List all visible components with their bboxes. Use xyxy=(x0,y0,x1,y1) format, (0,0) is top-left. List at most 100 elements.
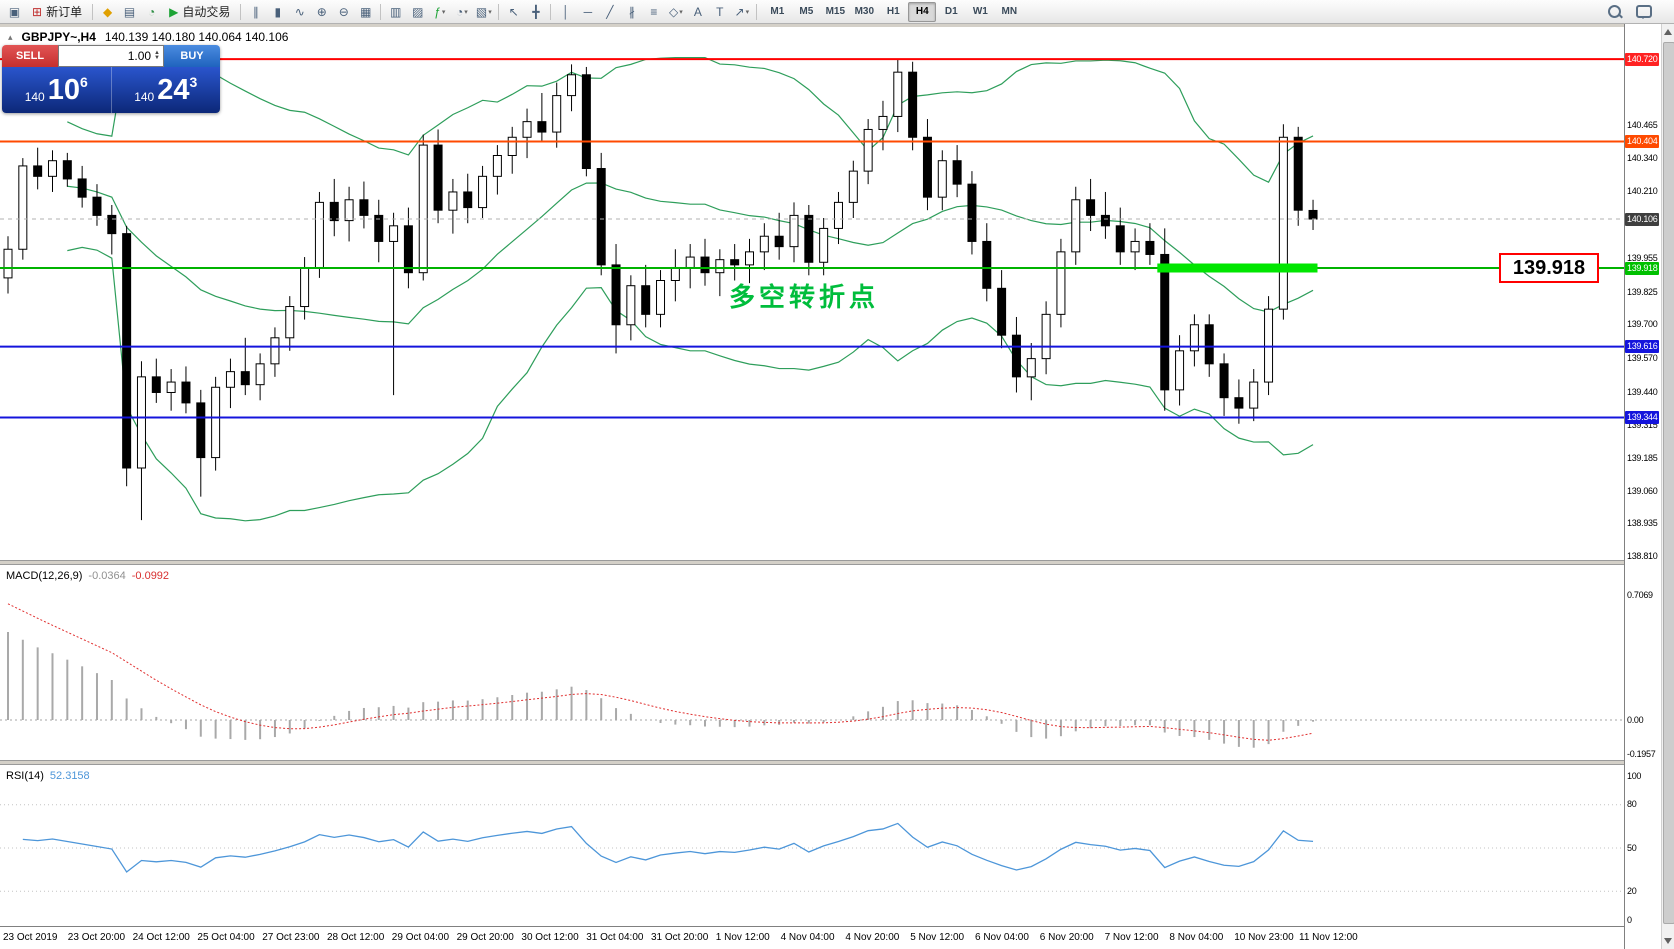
shapes-icon[interactable]: ◇ ▾ xyxy=(665,2,686,22)
timeframe-m5[interactable]: M5 xyxy=(799,5,814,17)
arrange-charts-icon[interactable]: ▥ xyxy=(385,2,406,22)
horizontal-line-icon[interactable]: ─ xyxy=(577,2,598,22)
price-axis-label: 140.210 xyxy=(1627,186,1658,197)
price-axis-label: 20 xyxy=(1627,885,1637,896)
scroll-down-icon[interactable] xyxy=(1664,938,1672,944)
timeframe-d1[interactable]: D1 xyxy=(944,5,958,17)
window-icon[interactable]: ▣ xyxy=(4,2,25,22)
timeframe-h4[interactable]: H4 xyxy=(908,1,937,22)
bid-price[interactable]: 140 10 6 xyxy=(2,67,112,113)
volume-spinner[interactable]: ▲ ▼ xyxy=(154,50,160,61)
candle xyxy=(1278,124,1288,320)
candle xyxy=(626,275,636,341)
arrows-icon[interactable]: ↗ ▾ xyxy=(731,2,752,22)
bollinger-upper-band xyxy=(67,46,1314,183)
fibonacci-icon[interactable]: ≡ xyxy=(643,2,664,22)
candle xyxy=(1293,126,1303,226)
timeframe-m30[interactable]: M30 xyxy=(854,5,875,17)
candle xyxy=(300,257,310,320)
price-axis-label: 139.918 xyxy=(1625,261,1660,275)
candle xyxy=(670,249,680,302)
scrollbar-thumb[interactable] xyxy=(1663,42,1674,924)
timeframe-h1[interactable]: H1 xyxy=(886,5,900,17)
rsi-panel[interactable] xyxy=(0,765,1625,926)
bar-chart-icon[interactable]: ∥ xyxy=(245,2,266,22)
auto-trading-button[interactable]: ▶ 自动交易 xyxy=(163,2,236,22)
vertical-line-icon[interactable]: │ xyxy=(555,2,576,22)
timeframe-m15[interactable]: M15 xyxy=(825,5,846,17)
chat-icon[interactable] xyxy=(1633,2,1654,22)
timeframe-switcher: M1 M5 M15 M30 H1 H4 D1 W1 MN xyxy=(763,1,1023,22)
vertical-scrollbar[interactable] xyxy=(1661,24,1674,949)
tile-windows-icon[interactable]: ▦ xyxy=(355,2,376,22)
price-tag-label[interactable]: 139.918 xyxy=(1499,253,1599,283)
periods-icon[interactable]: ◔ ▾ xyxy=(451,2,472,22)
price-axis-label: 139.315 xyxy=(1627,419,1658,430)
cursor-icon[interactable]: ↖ xyxy=(503,2,524,22)
arrange-charts-icon-glyph: ▥ xyxy=(390,4,402,19)
panel-splitter-macd[interactable] xyxy=(0,560,1624,565)
time-axis-label: 5 Nov 12:00 xyxy=(910,932,965,943)
metaquotes-icon[interactable]: ◆ xyxy=(97,2,118,22)
candle xyxy=(403,207,413,289)
rsi-line xyxy=(22,822,1314,873)
candle xyxy=(552,82,562,148)
sell-button[interactable]: SELL xyxy=(2,45,58,67)
zoom-in-icon[interactable]: ⊕ xyxy=(311,2,332,22)
macd-panel[interactable] xyxy=(0,565,1625,760)
panel-splitter-rsi[interactable] xyxy=(0,760,1624,765)
time-axis: 23 Oct 2019 23 Oct 20:00 24 Oct 12:00 25 Oc… xyxy=(0,926,1624,949)
candle xyxy=(937,150,947,211)
shapes-icon-glyph: ◇ xyxy=(668,4,679,19)
bollinger-lower-band xyxy=(67,246,1314,522)
macd-main-value: -0.0364 xyxy=(88,570,126,582)
main-chart[interactable] xyxy=(0,27,1625,560)
channel-icon[interactable]: ∦ xyxy=(621,2,642,22)
spinner-down-icon[interactable]: ▼ xyxy=(154,55,160,61)
text-icon[interactable]: A xyxy=(687,2,708,22)
timeframe-mn[interactable]: MN xyxy=(1001,5,1018,17)
candle xyxy=(596,152,606,276)
new-order-button[interactable]: ⊞ 新订单 xyxy=(26,2,88,22)
new-order-button-label: 新订单 xyxy=(46,5,83,19)
timeframe-w1[interactable]: W1 xyxy=(972,5,988,17)
candle xyxy=(1189,314,1199,367)
chart-title: ▴ GBPJPY~,H4 140.139 140.180 140.064 140… xyxy=(8,30,288,44)
support-highlight-segment[interactable] xyxy=(1157,263,1318,273)
scroll-up-icon[interactable] xyxy=(1664,29,1672,35)
chart-shift-icon[interactable]: ▨ xyxy=(407,2,428,22)
candle xyxy=(47,150,57,192)
candle xyxy=(166,369,176,411)
buy-button[interactable]: BUY xyxy=(164,45,220,67)
timeframe-m1[interactable]: M1 xyxy=(770,5,785,17)
dropdown-arrow-icon: ▾ xyxy=(464,8,468,16)
zoom-out-icon[interactable]: ⊖ xyxy=(333,2,354,22)
trendline-icon[interactable]: ╱ xyxy=(599,2,620,22)
ask-price[interactable]: 140 24 3 xyxy=(112,67,221,113)
candle xyxy=(92,184,102,226)
volume-field[interactable]: 1.00 ▲ ▼ xyxy=(58,45,164,67)
toolbar-separator xyxy=(498,3,500,20)
indicators-icon[interactable]: ƒ ▾ xyxy=(429,2,450,22)
candle xyxy=(107,204,117,255)
templates-icon[interactable]: ▧ ▾ xyxy=(473,2,494,22)
crosshair-icon[interactable]: ╋ xyxy=(525,2,546,22)
text-label-icon[interactable]: T xyxy=(709,2,730,22)
line-chart-icon[interactable]: ∿ xyxy=(289,2,310,22)
price-axis-label: 80 xyxy=(1627,799,1637,810)
annotation-text[interactable]: 多空转折点 xyxy=(729,282,880,312)
candlestick-chart-icon[interactable]: ▮ xyxy=(267,2,288,22)
market-watch-icon[interactable]: ▤ xyxy=(119,2,140,22)
price-axis-label: 100 xyxy=(1627,770,1642,781)
tile-windows-icon-glyph: ▦ xyxy=(360,4,372,19)
search-icon[interactable] xyxy=(1604,2,1625,22)
candle xyxy=(774,212,784,260)
line-chart-icon-glyph: ∿ xyxy=(294,4,305,19)
refresh-icon[interactable]: ◔ xyxy=(141,2,162,22)
candle xyxy=(656,270,666,328)
bid-pip-digit: 6 xyxy=(80,74,88,90)
arrows-icon-glyph: ↗ xyxy=(734,4,745,19)
candle xyxy=(507,126,517,174)
candle xyxy=(1204,314,1214,377)
spinner-up-icon[interactable]: ▲ xyxy=(154,50,160,56)
